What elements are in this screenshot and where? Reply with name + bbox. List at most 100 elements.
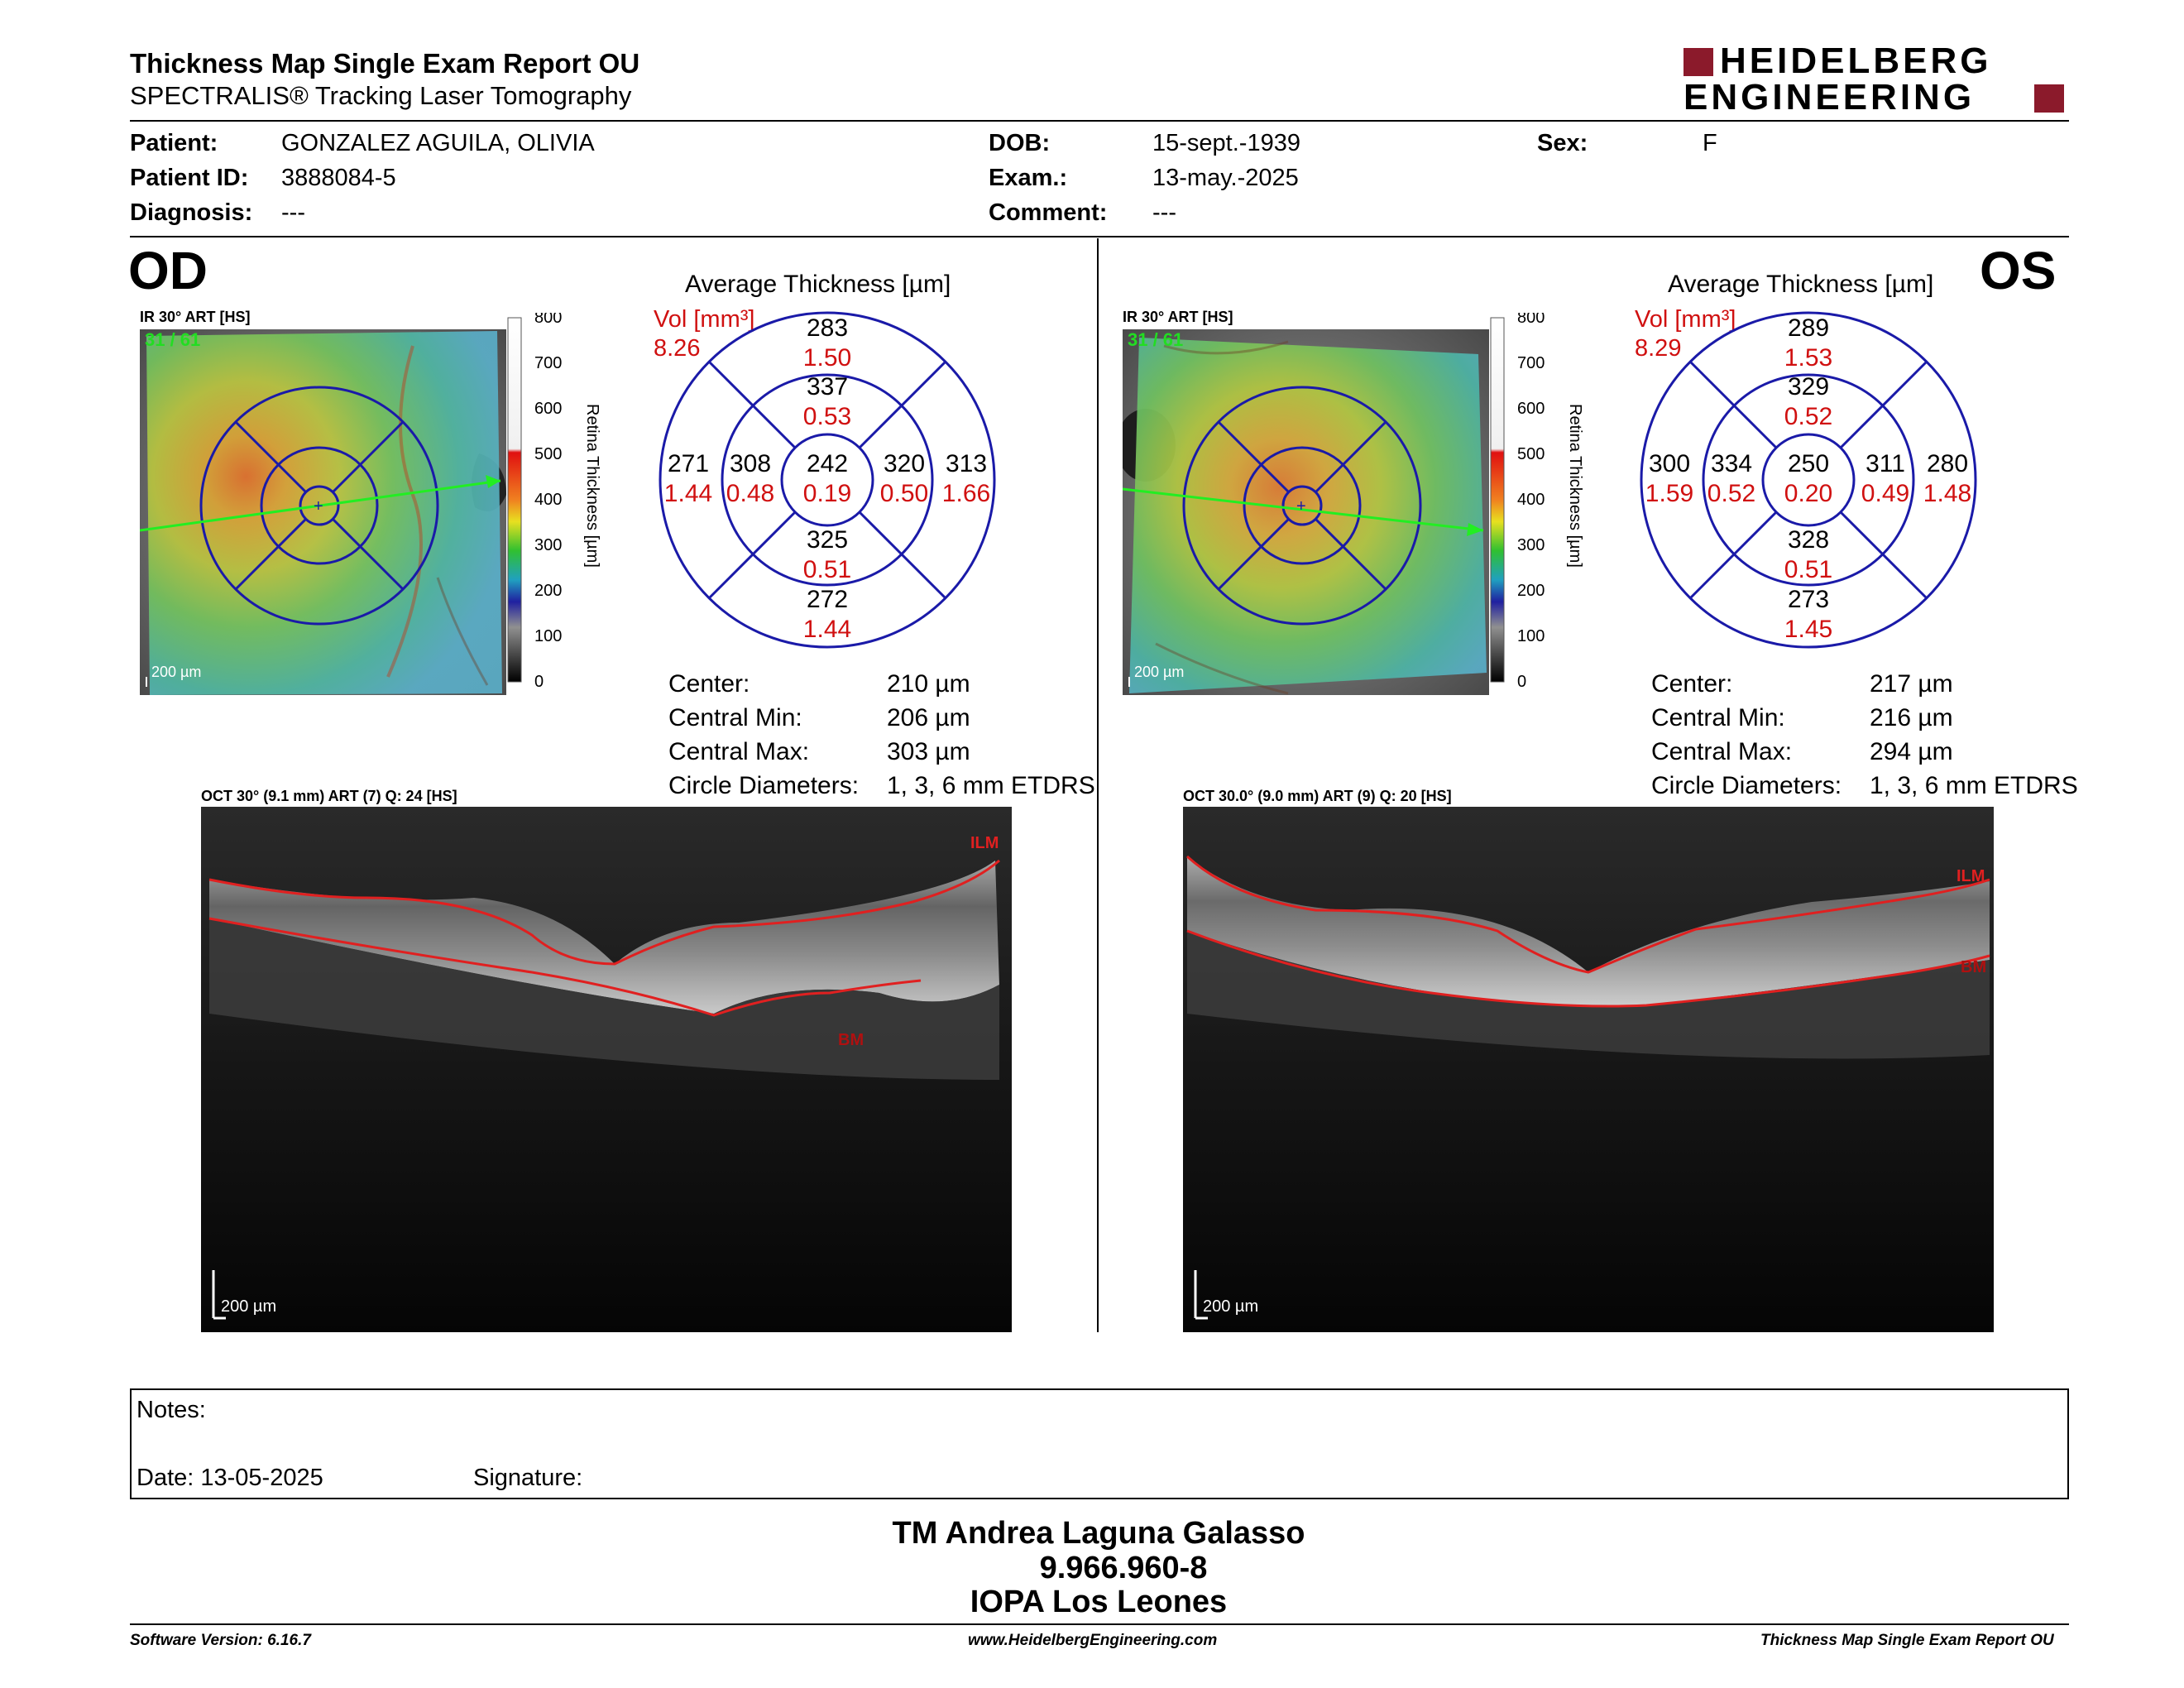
od-colorbar-tick: 300 bbox=[534, 536, 562, 554]
os-colorbar-tick: 0 bbox=[1517, 673, 1526, 691]
od-colorbar-tick: 0 bbox=[534, 673, 544, 691]
os-center-marker: + bbox=[1296, 497, 1306, 516]
od-stat-label: Central Min: bbox=[668, 704, 802, 731]
od-outer-sup-thickness: 283 bbox=[807, 314, 848, 342]
os-vol-value: 8.29 bbox=[1635, 335, 1682, 362]
od-stat-value: 1, 3, 6 mm ETDRS bbox=[887, 772, 1095, 799]
os-ilm-label: ILM bbox=[1956, 867, 1985, 885]
os-bm-line bbox=[1186, 929, 1990, 1008]
od-grid-spokes bbox=[707, 360, 947, 600]
os-colorbar-tick: 200 bbox=[1517, 582, 1545, 600]
od-inner-nas-thickness: 320 bbox=[884, 450, 925, 477]
os-stat-value: 216 µm bbox=[1870, 704, 1953, 731]
os-etdrs-grid: 289 1.53 329 0.52 300 1.59 334 0.52 250 … bbox=[1640, 311, 1977, 649]
logo-line1: HEIDELBERG bbox=[1720, 41, 1992, 81]
od-center-marker: + bbox=[314, 497, 323, 516]
os-vol-label: Vol [mm³] bbox=[1635, 306, 1736, 333]
os-etdrs-outer bbox=[1182, 386, 1422, 626]
od-stat-value: 206 µm bbox=[887, 704, 970, 731]
footer-report-name: Thickness Map Single Exam Report OU bbox=[1760, 1632, 2054, 1649]
os-colorbar-tick: 500 bbox=[1517, 445, 1545, 463]
od-oct-scale-label: 200 µm bbox=[221, 1297, 276, 1316]
od-oct-bscan: ILM BM 200 µm bbox=[201, 807, 1012, 1332]
os-grid-inner bbox=[1761, 433, 1856, 527]
os-scale-label: 200 µm bbox=[1134, 664, 1184, 680]
comment-value: --- bbox=[1152, 199, 1176, 226]
od-colorbar: 800 700 600 500 400 300 200 100 0 Retina… bbox=[507, 313, 601, 691]
od-grid-inner bbox=[780, 433, 874, 527]
od-inner-inf-thickness: 325 bbox=[807, 526, 848, 554]
os-scan-line bbox=[1123, 487, 1484, 532]
od-scale-label: 200 µm bbox=[151, 664, 201, 680]
od-center-vol: 0.19 bbox=[803, 480, 851, 507]
os-stat-label: Center: bbox=[1651, 670, 1733, 698]
os-scan-arrow bbox=[1467, 523, 1483, 536]
od-center-thickness: 242 bbox=[807, 450, 848, 477]
os-etdrs-inner bbox=[1281, 485, 1323, 526]
od-stat-label: Circle Diameters: bbox=[668, 772, 860, 799]
os-outer-inf-thickness: 273 bbox=[1788, 586, 1829, 613]
od-stat-value: 303 µm bbox=[887, 738, 970, 765]
od-scan-line bbox=[140, 479, 501, 532]
od-outer-nas-thickness: 313 bbox=[946, 450, 987, 477]
os-ilm-line bbox=[1185, 855, 1990, 974]
od-inner-temp-vol: 0.48 bbox=[726, 480, 774, 507]
od-thickness-overlay bbox=[146, 331, 502, 695]
od-inner-temp-thickness: 308 bbox=[730, 450, 771, 477]
diagnosis-label: Diagnosis: bbox=[130, 199, 253, 226]
os-frame-counter: 31 / 61 bbox=[1128, 329, 1183, 350]
od-stat-value: 210 µm bbox=[887, 670, 970, 698]
od-inner-nas-vol: 0.50 bbox=[880, 480, 928, 507]
os-inner-sup-thickness: 329 bbox=[1788, 373, 1829, 400]
exam-value: 13-may.-2025 bbox=[1152, 165, 1299, 191]
patient-id-label: Patient ID: bbox=[130, 165, 249, 191]
signature-label: Signature: bbox=[473, 1465, 583, 1491]
od-ilm-label: ILM bbox=[970, 834, 999, 852]
od-colorbar-scale bbox=[507, 317, 522, 683]
patient-label: Patient: bbox=[130, 130, 218, 156]
os-inner-inf-thickness: 328 bbox=[1788, 526, 1829, 554]
os-grid-outer bbox=[1640, 311, 1977, 649]
os-thickness-overlay bbox=[1129, 338, 1487, 693]
patient-divider bbox=[130, 236, 2069, 237]
os-inner-nas-vol: 0.49 bbox=[1861, 480, 1909, 507]
notes-date: Date: 13-05-2025 bbox=[136, 1465, 323, 1491]
os-choroid-band bbox=[1187, 931, 1990, 1059]
os-outer-temp-vol: 1.59 bbox=[1645, 480, 1693, 507]
os-outer-nas-thickness: 280 bbox=[1927, 450, 1968, 477]
diagnosis-value: --- bbox=[281, 199, 305, 226]
os-oct-bscan: ILM BM 200 µm bbox=[1183, 807, 1994, 1332]
od-colorbar-tick: 200 bbox=[534, 582, 562, 600]
os-colorbar-tick: 100 bbox=[1517, 627, 1545, 645]
os-colorbar-tick: 400 bbox=[1517, 491, 1545, 509]
od-etdrs-middle bbox=[260, 446, 379, 565]
os-colorbar-tick: 300 bbox=[1517, 536, 1545, 554]
os-fundus-thickness-map: 31 / 61 + 200 µm bbox=[1123, 329, 1489, 695]
header-divider bbox=[130, 120, 2069, 122]
os-colorbar-tick: 600 bbox=[1517, 400, 1545, 418]
od-choroid-band bbox=[209, 918, 999, 1080]
os-ir-label: IR 30° ART [HS] bbox=[1123, 309, 1233, 325]
os-stat-label: Central Max: bbox=[1651, 738, 1793, 765]
eye-label-od: OD bbox=[128, 241, 208, 300]
os-inner-temp-vol: 0.52 bbox=[1707, 480, 1755, 507]
os-inner-temp-thickness: 334 bbox=[1711, 450, 1752, 477]
website-link[interactable]: www.HeidelbergEngineering.com bbox=[968, 1632, 1218, 1649]
od-oct-label: OCT 30° (9.1 mm) ART (7) Q: 24 [HS] bbox=[201, 788, 457, 804]
os-outer-sup-vol: 1.53 bbox=[1784, 344, 1832, 372]
od-fundus-thickness-map: 31 / 61 + 200 µm bbox=[140, 329, 506, 695]
os-outer-sup-thickness: 289 bbox=[1788, 314, 1829, 342]
dob-value: 15-sept.-1939 bbox=[1152, 130, 1300, 156]
os-outer-inf-vol: 1.45 bbox=[1784, 616, 1832, 643]
os-stat-value: 1, 3, 6 mm ETDRS bbox=[1870, 772, 2078, 799]
comment-label: Comment: bbox=[989, 199, 1108, 226]
os-oct-scale-label: 200 µm bbox=[1203, 1297, 1258, 1316]
od-stat-label: Center: bbox=[668, 670, 750, 698]
os-retina-band bbox=[1187, 856, 1990, 1006]
od-vol-value: 8.26 bbox=[654, 335, 701, 362]
dob-label: DOB: bbox=[989, 130, 1051, 156]
report-subtitle: SPECTRALIS® Tracking Laser Tomography bbox=[130, 81, 632, 110]
od-colorbar-tick: 400 bbox=[534, 491, 562, 509]
exam-label: Exam.: bbox=[989, 165, 1068, 191]
footer-divider bbox=[130, 1623, 2069, 1625]
